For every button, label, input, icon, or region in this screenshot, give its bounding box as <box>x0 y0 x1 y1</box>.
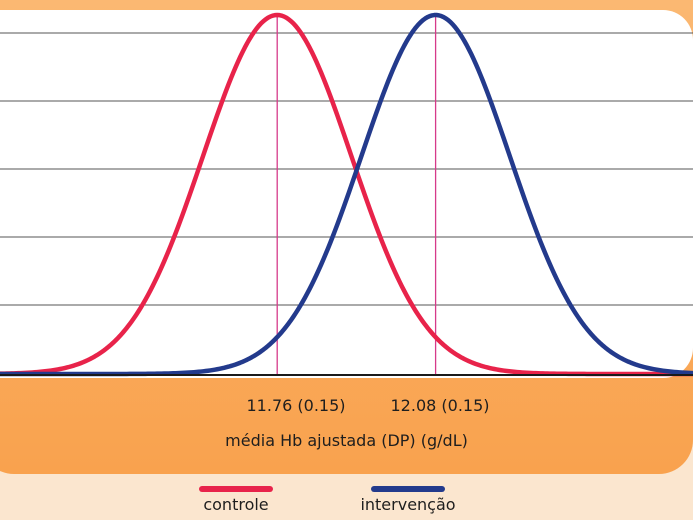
legend-item-intervencao: intervenção <box>338 486 478 514</box>
legend-label-controle: controle <box>203 495 269 514</box>
x-axis-label: média Hb ajustada (DP) (g/dL) <box>225 431 468 450</box>
legend-swatch-intervencao <box>371 486 445 492</box>
series-line-intervencao <box>0 12 693 377</box>
series-line-controle <box>0 12 693 377</box>
tick-label-controle: 11.76 (0.15) <box>246 396 346 415</box>
tick-label-intervencao: 12.08 (0.15) <box>390 396 490 415</box>
legend-label-intervencao: intervenção <box>360 495 456 514</box>
legend-swatch-controle <box>199 486 273 492</box>
legend-item-controle: controle <box>166 486 306 514</box>
